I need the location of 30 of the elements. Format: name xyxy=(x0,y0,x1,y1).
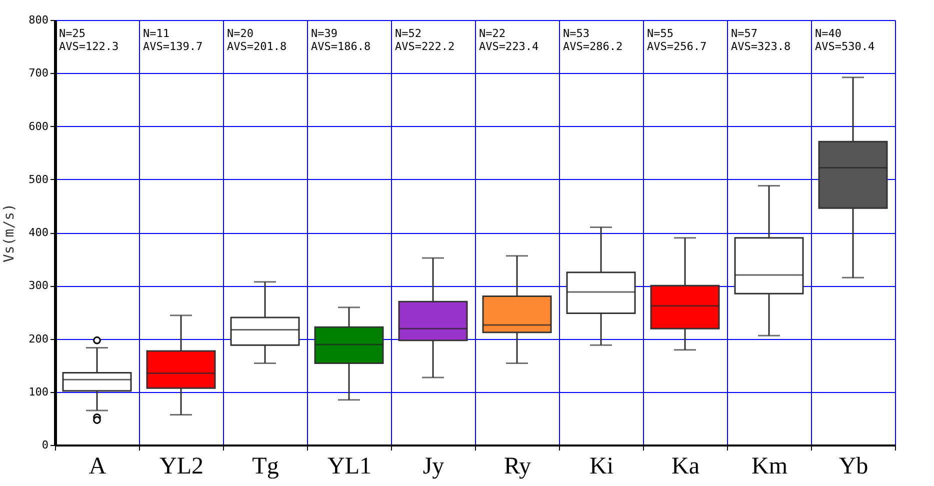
y-tick-label: 300 xyxy=(28,279,48,292)
y-tick-label: 600 xyxy=(28,120,48,133)
annotation: N=22 AVS=223.4 xyxy=(479,27,539,53)
y-tick-label: 0 xyxy=(42,438,48,452)
x-tick-label: YL1 xyxy=(328,454,372,480)
y-axis-title: Vs(m/s) xyxy=(2,203,18,263)
x-tick-label: Ki xyxy=(590,454,614,480)
annotation: N=39 AVS=186.8 xyxy=(311,27,371,53)
annotation: N=11 AVS=139.7 xyxy=(143,27,203,53)
x-tick-label: Yb xyxy=(838,454,868,480)
annotation: N=57 AVS=323.8 xyxy=(731,27,791,53)
x-tick-label: YL2 xyxy=(160,454,204,480)
y-tick-label: 400 xyxy=(28,226,48,239)
y-tick-label: 200 xyxy=(28,332,48,346)
annotation: N=20 AVS=201.8 xyxy=(227,27,287,53)
annotation: N=55 AVS=256.7 xyxy=(647,27,707,53)
annotation: N=25 AVS=122.3 xyxy=(59,27,119,53)
annotation: N=52 AVS=222.2 xyxy=(395,27,455,53)
x-tick-label: Jy xyxy=(422,454,444,480)
x-tick-label: A xyxy=(88,454,107,480)
x-tick-label: Tg xyxy=(252,454,279,480)
y-tick-label: 100 xyxy=(28,385,48,398)
y-tick-label: 500 xyxy=(28,172,48,186)
annotation: N=40 AVS=530.4 xyxy=(815,27,875,53)
y-tick-label: 800 xyxy=(28,14,48,26)
x-tick-label: Km xyxy=(752,454,788,480)
y-tick-label: 700 xyxy=(28,66,48,80)
x-tick-label: Ka xyxy=(672,454,700,480)
x-tick-label: Ry xyxy=(504,454,532,480)
annotation: N=53 AVS=286.2 xyxy=(563,27,623,53)
